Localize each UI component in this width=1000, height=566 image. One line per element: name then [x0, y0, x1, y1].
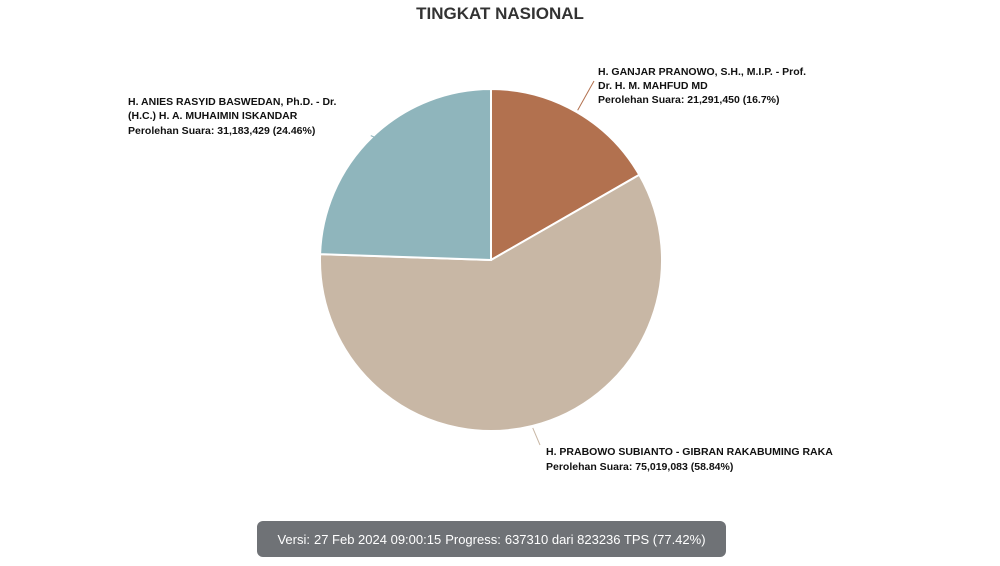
label-anies: H. ANIES RASYID BASWEDAN, Ph.D. - Dr. (H… [128, 96, 339, 137]
slice-anies[interactable] [319, 87, 492, 262]
leader-prabowo [532, 427, 541, 446]
leader-anies [370, 135, 375, 138]
leader-ganjar [577, 80, 595, 111]
label-anies-line1: H. ANIES RASYID BASWEDAN, Ph.D. - Dr. [128, 96, 337, 108]
label-anies-line2: (H.C.) H. A. MUHAIMIN ISKANDAR [128, 110, 298, 122]
leader-lines [370, 80, 595, 446]
progress-value: 637310 dari 823236 TPS (77.42%) [504, 531, 706, 547]
label-ganjar-line1: H. GANJAR PRANOWO, S.H., M.I.P. - Prof. [598, 66, 806, 78]
version-label: Versi: [277, 531, 310, 547]
label-prabowo-line1: H. PRABOWO SUBIANTO - GIBRAN RAKABUMING … [546, 446, 833, 458]
pie-slices [319, 87, 663, 432]
label-ganjar-line2: Dr. H. M. MAHFUD MD [598, 80, 708, 92]
slice-prabowo[interactable] [319, 173, 663, 432]
progress-label: Progress: [445, 531, 501, 547]
status-bar: Versi: 27 Feb 2024 09:00:15 Progress: 63… [257, 521, 726, 557]
label-anies-votes: Perolehan Suara: 31,183,429 (24.46%) [128, 125, 315, 137]
label-ganjar: H. GANJAR PRANOWO, S.H., M.I.P. - Prof. … [598, 66, 809, 106]
version-value: 27 Feb 2024 09:00:15 [313, 531, 442, 547]
label-prabowo: H. PRABOWO SUBIANTO - GIBRAN RAKABUMING … [546, 446, 835, 473]
chart-title: TINGKAT NASIONAL [416, 4, 584, 23]
label-ganjar-votes: Perolehan Suara: 21,291,450 (16.7%) [598, 94, 780, 106]
label-prabowo-votes: Perolehan Suara: 75,019,083 (58.84%) [546, 461, 733, 473]
slice-ganjar[interactable] [490, 87, 641, 262]
